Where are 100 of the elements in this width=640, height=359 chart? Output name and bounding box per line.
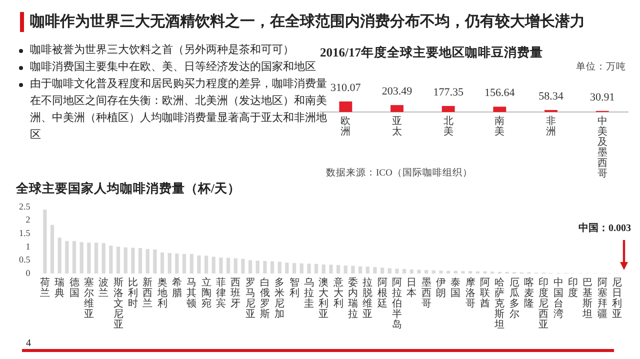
bar — [300, 263, 304, 274]
x-tick-label: 斯洛文尼亚 — [113, 276, 124, 330]
bar — [94, 242, 98, 274]
bar — [454, 270, 458, 274]
x-tick-label: 奥地利 — [156, 276, 168, 310]
data-label: 58.34 — [538, 90, 564, 102]
bar — [43, 210, 47, 274]
bar — [124, 247, 128, 274]
x-tick-label: 意大利 — [332, 276, 344, 310]
bar — [175, 254, 179, 274]
x-tick-label: 日本 — [406, 277, 417, 299]
bar — [190, 254, 194, 274]
bar — [351, 266, 355, 274]
bar — [182, 254, 186, 274]
x-tick-label: 阿联酋 — [480, 277, 490, 310]
text: 4 — [26, 338, 31, 349]
bar — [336, 264, 340, 274]
x-tick-label: 中美及墨西哥 — [597, 114, 608, 180]
data-label: 156.64 — [484, 87, 516, 100]
bar — [439, 270, 443, 274]
text: 咖啡消费国主要集中在欧、美、日等经济发达的国家和地区 — [30, 61, 316, 73]
x-tick-label: 菲律宾 — [216, 276, 226, 310]
y-tick-label: 1 — [26, 241, 30, 252]
x-tick-label: 委内瑞拉 — [348, 276, 358, 320]
annotation: 中国：0.003 — [578, 222, 631, 234]
x-tick-label: 哈萨克斯坦 — [494, 276, 505, 330]
bar — [314, 264, 318, 274]
x-tick-label: 拉脱维亚 — [362, 276, 373, 320]
bar — [80, 242, 84, 274]
x-tick-label: 西班牙 — [230, 277, 241, 310]
y-tick-label: 0 — [26, 268, 31, 278]
bar — [50, 224, 54, 274]
x-tick-label: 厄瓜多尔 — [509, 277, 520, 320]
x-tick-label: 印度 — [568, 276, 578, 299]
bar — [131, 248, 135, 274]
bar — [153, 250, 157, 274]
bar — [388, 268, 392, 274]
bar — [168, 253, 172, 274]
x-tick-label: 德国 — [69, 277, 80, 299]
bar — [87, 242, 91, 274]
bar — [446, 270, 450, 274]
bar — [219, 258, 223, 274]
bar — [410, 270, 414, 274]
text: 单位：万吨 — [576, 60, 626, 72]
y-tick-label: 1.5 — [19, 228, 31, 238]
x-tick-label: 伊朗 — [436, 277, 446, 299]
x-tick-label: 阿根廷 — [376, 277, 388, 310]
data-label: 30.91 — [590, 91, 615, 104]
x-tick-label: 墨西哥 — [421, 277, 432, 310]
y-tick-label: 2.5 — [19, 201, 31, 212]
bar — [146, 249, 150, 274]
bar — [270, 261, 274, 274]
x-tick-label: 阿塞拜疆 — [597, 277, 608, 320]
x-tick-label: 罗马尼亚 — [245, 277, 256, 320]
bar — [58, 238, 62, 274]
bar — [197, 255, 201, 274]
bar — [373, 267, 377, 274]
annotation: 由于咖啡文化普及程度和居民购买力程度的差异，咖啡消费量在不同地区之间存在失衡：欧洲、北美洲（发达地区）和南美洲、中美洲（种植区）人均咖啡消费量显著高于亚太和非洲地区 — [30, 78, 327, 141]
bar — [493, 106, 506, 112]
bar — [241, 258, 245, 274]
x-tick-label: 新西兰 — [142, 276, 153, 310]
x-tick-label: 阿拉伯半岛 — [392, 277, 402, 330]
bar — [390, 105, 404, 112]
data-label: 203.49 — [382, 85, 413, 98]
x-tick-label: 巴基斯坦 — [582, 277, 593, 320]
text: 咖啡作为世界三大无酒精饮料之一，在全球范围内消费分布不均，仍有较大增长潜力 — [20, 12, 585, 32]
x-tick-label: 非洲 — [546, 114, 556, 138]
bar — [432, 270, 436, 274]
x-tick-label: 喀麦隆 — [524, 276, 534, 310]
bar — [109, 246, 113, 274]
bar — [160, 252, 164, 274]
x-tick-label: 希腊 — [172, 276, 182, 299]
bar — [116, 246, 120, 274]
bar — [256, 260, 260, 274]
bar — [417, 270, 421, 274]
chart-title: 2016/17年度全球主要地区咖啡豆消费量 — [320, 44, 543, 60]
bar — [402, 268, 406, 274]
bar — [234, 258, 238, 274]
x-tick-label: 尼日利亚 — [612, 277, 622, 320]
x-tick-label: 波兰 — [98, 276, 109, 299]
x-tick-label: 马其顿 — [186, 277, 197, 310]
x-tick-label: 瑞典 — [54, 276, 65, 299]
x-tick-label: 中国台湾 — [553, 276, 564, 320]
bar — [72, 241, 76, 274]
chart-title: 全球主要国家人均咖啡消费量（杯/天） — [15, 180, 240, 196]
bar — [226, 258, 230, 274]
x-tick-label: 印度尼西亚 — [538, 276, 549, 330]
bar — [366, 266, 370, 274]
bar — [102, 243, 106, 274]
x-tick-label: 智利 — [289, 276, 300, 299]
x-tick-label: 南美 — [494, 114, 505, 138]
source-note: 数据来源：ICO（国际咖啡组织） — [326, 166, 472, 178]
x-tick-label: 欧洲 — [340, 116, 351, 138]
x-tick-label: 澳大利亚 — [318, 276, 329, 320]
bar — [380, 268, 384, 274]
x-tick-label: 塞尔维亚 — [84, 276, 94, 320]
y-tick-label: 0.5 — [19, 254, 31, 265]
bar — [65, 241, 69, 274]
text: 咖啡被誉为世界三大饮料之首（另外两种是茶和可可） — [30, 44, 294, 56]
bar — [344, 266, 348, 274]
